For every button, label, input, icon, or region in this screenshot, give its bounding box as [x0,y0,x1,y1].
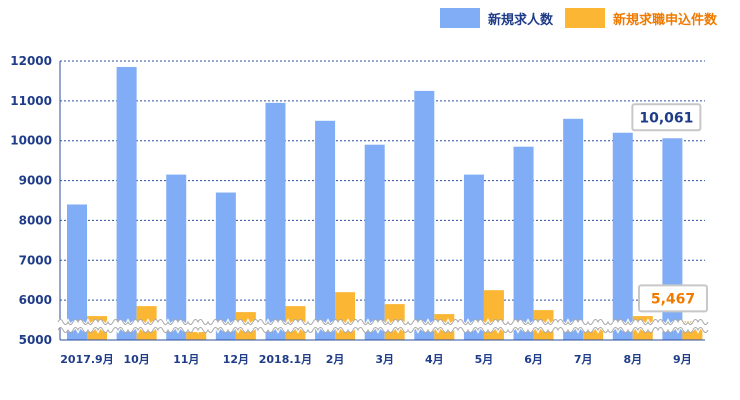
y-tick-label: 10000 [10,134,52,148]
legend-item-series-2: 新規求職申込件数 [565,8,717,28]
axis-break-line-upper [57,319,709,325]
axis-break-band [54,318,712,334]
legend-swatch-series-2 [565,8,605,28]
callout-box [638,284,708,313]
bar-series-1 [414,90,435,341]
x-tick-label: 6月 [524,353,543,366]
bar-series-1 [315,120,336,341]
x-tick-label: 2018.1月 [259,353,312,366]
x-tick-label: 7月 [574,353,593,366]
x-tick-label: 9月 [673,353,692,366]
legend-label-series-1: 新規求人数 [488,12,554,28]
bar-series-1 [166,174,187,340]
callout-box [631,103,702,132]
bar-series-1 [513,146,534,340]
axis-break-line-lower [57,327,709,333]
y-tick-label: 8000 [19,213,52,227]
y-tick-label: 6000 [19,293,52,307]
x-tick-label: 11月 [173,353,199,366]
y-tick-label: 9000 [19,174,52,188]
y-tick-label: 7000 [19,253,52,267]
bar-series-1 [265,102,286,340]
legend-label-series-2: 新規求職申込件数 [613,12,718,28]
bar-series-1 [612,132,633,340]
bar-series-2 [186,332,207,340]
bar-series-2 [483,290,504,340]
y-tick-label: 5000 [19,333,52,347]
bar-series-1 [563,118,584,341]
bar-series-1 [463,174,484,340]
x-tick-label: 2月 [326,353,345,366]
legend-swatch-series-1 [440,8,480,28]
callout-label: 5,467 [651,291,695,307]
y-tick-label: 12000 [10,54,52,68]
callout-label: 10,061 [639,110,693,126]
bar-series-1 [364,144,385,340]
legend-item-series-1: 新規求人数 [440,8,553,28]
bar-series-1 [215,192,236,340]
bar-series-1 [116,66,137,340]
x-tick-label: 10月 [123,353,149,366]
bar-series-1 [67,204,87,340]
y-tick-label: 11000 [10,94,52,108]
x-tick-label: 8月 [623,353,642,366]
x-tick-label: 5月 [475,353,494,366]
x-tick-label: 2017.9月 [60,353,113,366]
x-tick-label: 3月 [375,353,394,366]
x-tick-label: 12月 [223,353,249,366]
x-tick-label: 4月 [425,353,444,366]
